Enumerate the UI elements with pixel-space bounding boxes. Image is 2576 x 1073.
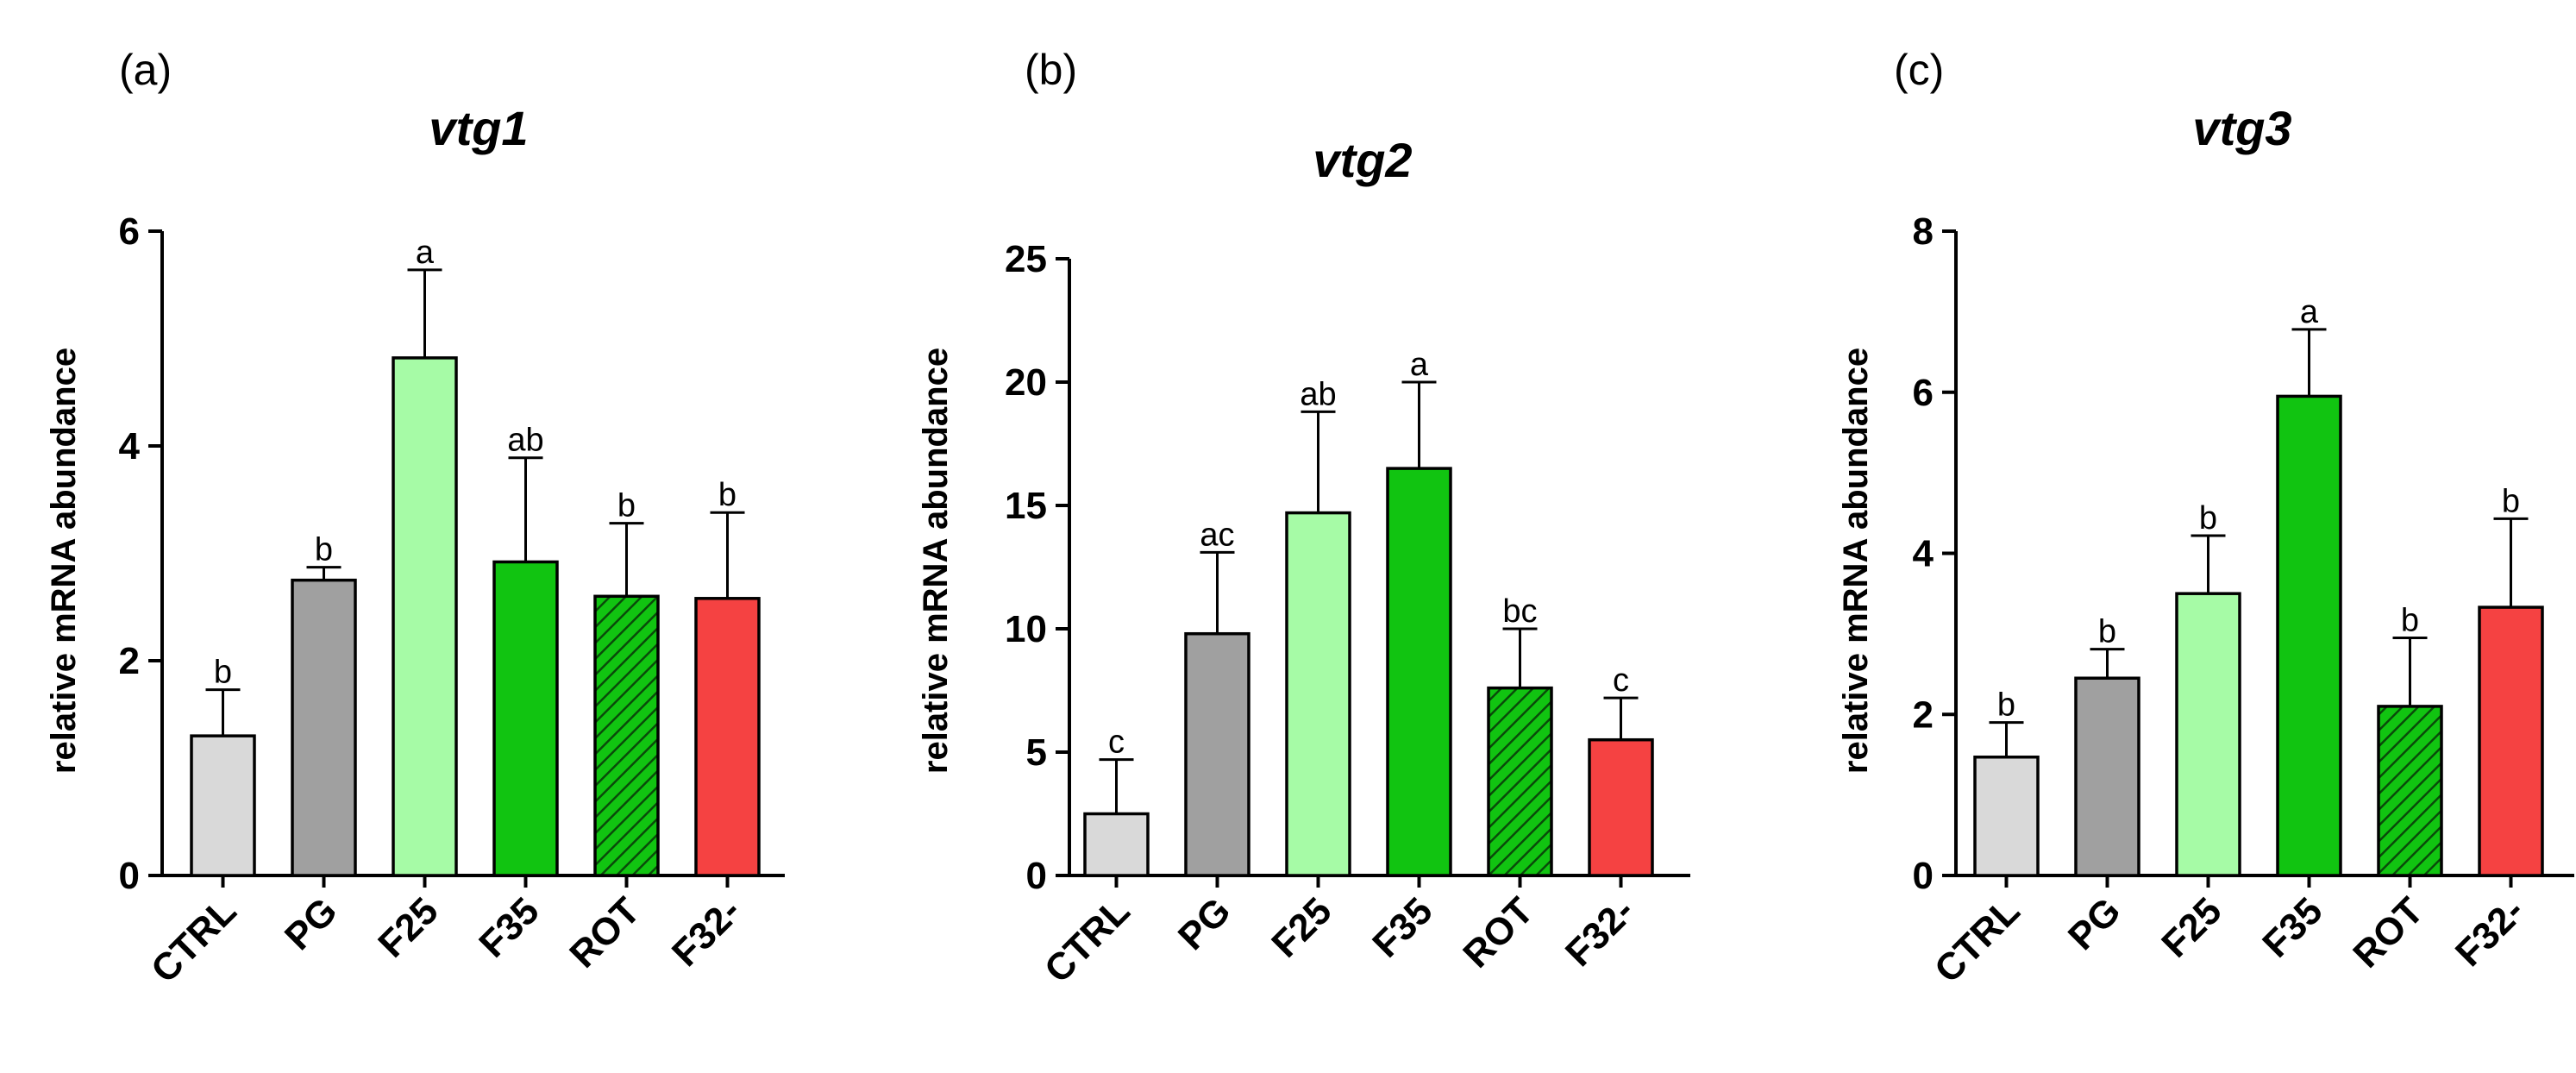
x-tick-label: PG bbox=[2060, 889, 2129, 958]
bar bbox=[492, 560, 559, 877]
bar bbox=[1184, 631, 1250, 877]
bar bbox=[1973, 755, 2040, 877]
bar bbox=[593, 594, 660, 877]
bar bbox=[392, 356, 458, 877]
y-tick-label: 10 bbox=[1005, 608, 1047, 650]
significance-label: b bbox=[2502, 483, 2520, 519]
chart-panel-b: (b) vtg2 relative mRNA abundance 0 5 10 15 2… bbox=[917, 46, 1690, 991]
y-tick-label: 0 bbox=[119, 855, 140, 897]
significance-label: ab bbox=[507, 423, 543, 459]
x-tick-label: F35 bbox=[471, 889, 547, 965]
x-tick-label: ROT bbox=[1455, 889, 1541, 976]
significance-label: ac bbox=[1200, 517, 1234, 553]
panel-label-c: (c) bbox=[1894, 46, 1944, 94]
x-tick-label: F32- bbox=[2448, 889, 2533, 975]
bar bbox=[2478, 606, 2544, 877]
y-tick-label: 8 bbox=[1913, 210, 1934, 253]
bar bbox=[291, 578, 357, 877]
x-tick-label: ROT bbox=[561, 889, 648, 976]
bar bbox=[2074, 676, 2140, 877]
significance-label: b bbox=[2098, 614, 2116, 650]
y-tick-label: 4 bbox=[1913, 533, 1934, 575]
y-tick-label: 15 bbox=[1005, 485, 1047, 527]
bar bbox=[1386, 467, 1452, 877]
bar bbox=[1285, 511, 1351, 877]
bar bbox=[694, 597, 761, 877]
significance-label: b bbox=[214, 655, 232, 691]
bar bbox=[190, 734, 256, 877]
chart-title-b: vtg2 bbox=[1313, 133, 1412, 187]
y-tick-label: 20 bbox=[1005, 361, 1047, 404]
plot-area-b: 0 5 10 15 20 25 c CTRL ac PG ab F25 a F35 bc ROT c F32- bbox=[1005, 238, 1690, 991]
x-tick-label: F35 bbox=[2254, 889, 2330, 965]
y-tick-label: 5 bbox=[1026, 731, 1047, 774]
x-tick-label: ROT bbox=[2345, 889, 2431, 976]
x-tick-label: CTRL bbox=[1037, 889, 1138, 991]
x-tick-label: CTRL bbox=[143, 889, 245, 991]
significance-label: a bbox=[1410, 347, 1429, 383]
panel-label-b: (b) bbox=[1025, 46, 1077, 94]
bar bbox=[2276, 394, 2342, 877]
chart-title-a: vtg1 bbox=[429, 101, 528, 155]
x-tick-label: F32- bbox=[1558, 889, 1643, 975]
significance-label: ab bbox=[1300, 376, 1336, 412]
y-tick-label: 6 bbox=[119, 210, 140, 253]
significance-label: b bbox=[617, 488, 636, 524]
x-tick-label: F32- bbox=[664, 889, 749, 975]
y-tick-label: 25 bbox=[1005, 238, 1047, 280]
y-tick-label: 4 bbox=[119, 425, 141, 467]
significance-label: b bbox=[315, 532, 333, 568]
y-tick-label: 2 bbox=[119, 640, 140, 682]
y-tick-label: 0 bbox=[1913, 855, 1934, 897]
significance-label: c bbox=[1108, 725, 1125, 761]
significance-label: b bbox=[1997, 687, 2015, 724]
x-tick-label: PG bbox=[1170, 889, 1239, 958]
y-tick-label: 2 bbox=[1913, 693, 1934, 736]
plot-area-c: 0 2 4 6 8 b CTRL b PG b F25 a F35 b ROT b F32- bbox=[1913, 210, 2574, 991]
significance-label: b bbox=[2199, 500, 2217, 536]
chart-panel-a: (a) vtg1 relative mRNA abundance 0 2 4 6 b CT… bbox=[45, 46, 785, 991]
x-tick-label: F35 bbox=[1364, 889, 1440, 965]
significance-label: bc bbox=[1502, 593, 1537, 630]
y-tick-label: 0 bbox=[1026, 855, 1047, 897]
significance-label: a bbox=[2300, 294, 2319, 330]
significance-label: b bbox=[2401, 603, 2419, 639]
y-axis-label-b: relative mRNA abundance bbox=[917, 348, 955, 774]
significance-label: c bbox=[1613, 662, 1629, 699]
x-tick-label: CTRL bbox=[1927, 889, 2028, 991]
y-axis-label-a: relative mRNA abundance bbox=[45, 348, 83, 774]
chart-panel-c: (c) vtg3 relative mRNA abundance 0 2 4 6 8 b C… bbox=[1837, 46, 2574, 991]
x-tick-label: F25 bbox=[370, 889, 446, 965]
x-tick-label: PG bbox=[277, 889, 346, 958]
panel-label-a: (a) bbox=[119, 46, 172, 94]
significance-label: b bbox=[718, 477, 736, 513]
plot-area-a: 0 2 4 6 b CTRL b PG a F25 ab F35 b ROT b F32- bbox=[119, 210, 785, 991]
significance-label: a bbox=[416, 235, 435, 271]
chart-title-c: vtg3 bbox=[2192, 101, 2291, 155]
bar bbox=[1487, 686, 1553, 877]
bar bbox=[1083, 812, 1150, 877]
bar bbox=[2377, 705, 2443, 877]
bar bbox=[1588, 737, 1654, 877]
bar bbox=[2175, 592, 2241, 877]
y-tick-label: 6 bbox=[1913, 372, 1934, 414]
x-tick-label: F25 bbox=[1263, 889, 1339, 965]
x-tick-label: F25 bbox=[2153, 889, 2229, 965]
y-axis-label-c: relative mRNA abundance bbox=[1837, 348, 1875, 774]
